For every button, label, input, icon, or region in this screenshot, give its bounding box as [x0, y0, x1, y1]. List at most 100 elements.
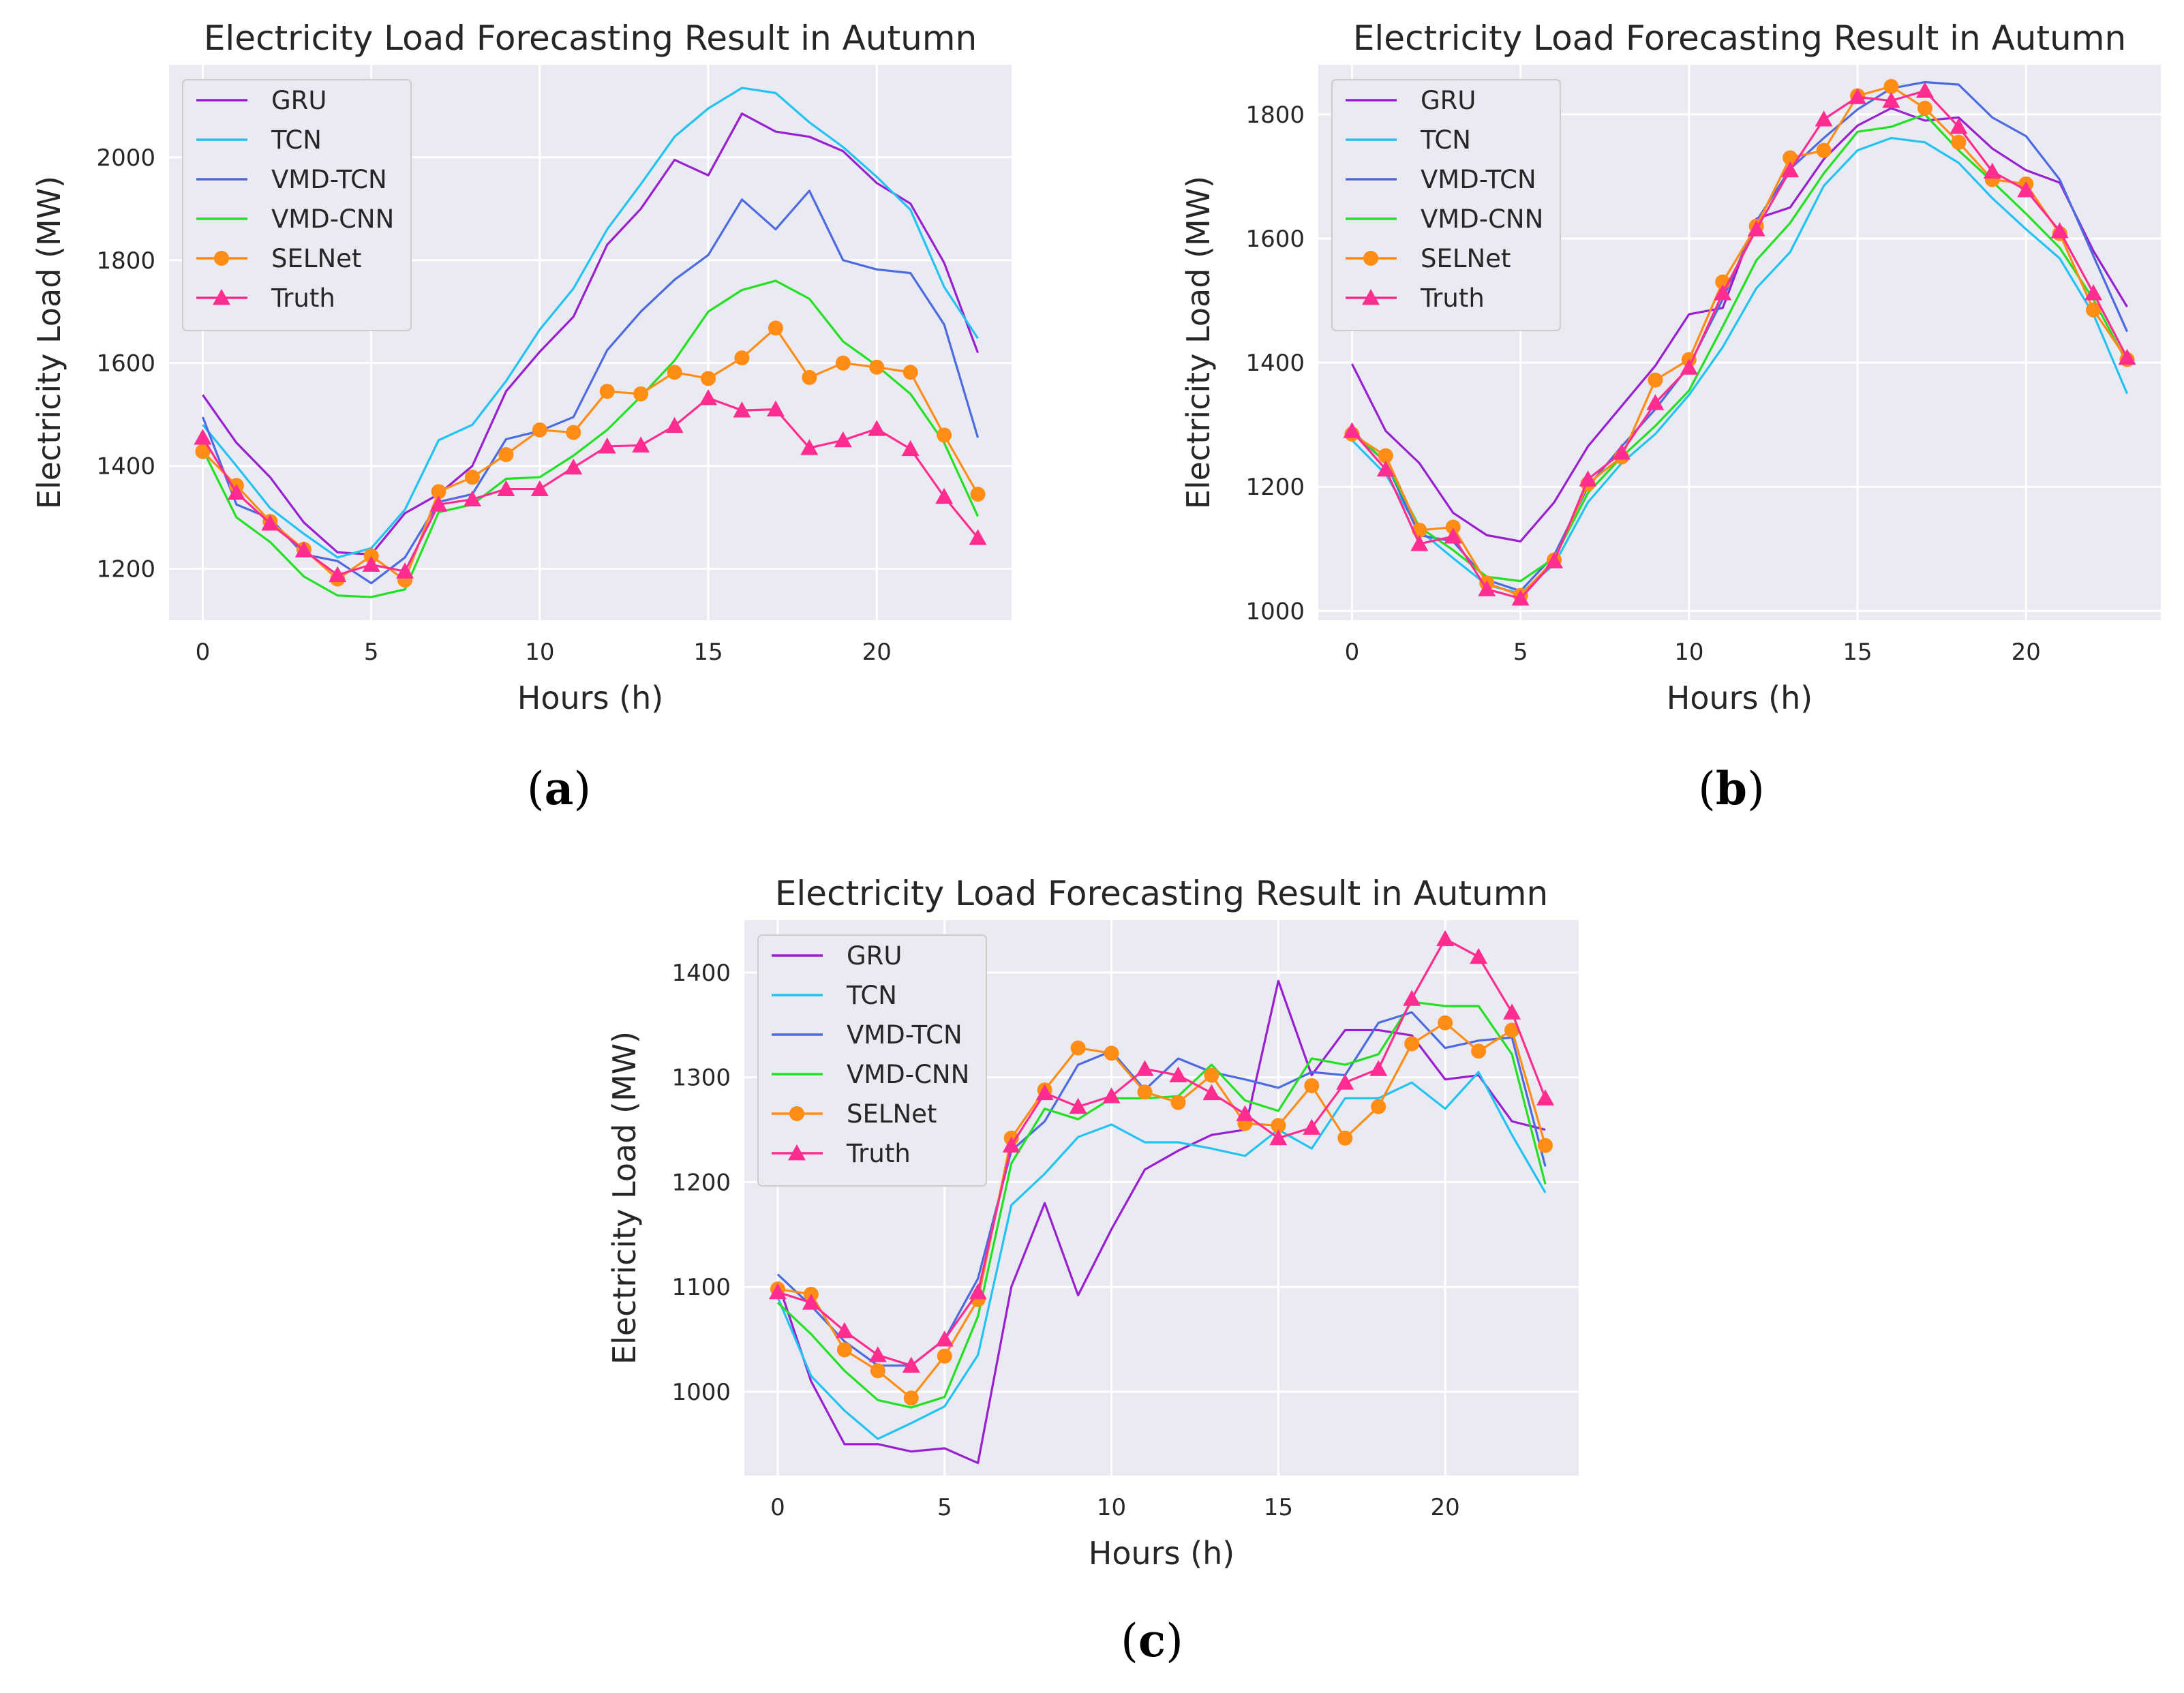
- chart-panel-a: 0 5 10 15 20 1200 1400 1600 1800 2000 Electricity …: [31, 18, 1012, 815]
- data-point-truth: [902, 1356, 920, 1373]
- data-point-selnet: [903, 365, 918, 380]
- legend: GRU TCN VMD-TCN VMD-CNN SELNet Truth: [757, 934, 987, 1187]
- x-tick-label: 10: [1097, 1494, 1126, 1521]
- data-point-selnet: [768, 320, 783, 336]
- data-point-truth: [261, 515, 279, 531]
- data-point-truth: [362, 555, 380, 572]
- legend: GRU TCN VMD-TCN VMD-CNN SELNet Truth: [1331, 79, 1561, 331]
- legend-label-truth: Truth: [1420, 284, 1485, 313]
- x-tick-label: 15: [1264, 1494, 1293, 1521]
- series-gru: [202, 112, 980, 556]
- legend-label-gru: GRU: [271, 86, 327, 115]
- data-point-selnet: [1951, 134, 1967, 150]
- legend-label-tcn: TCN: [846, 981, 897, 1010]
- data-point-selnet: [970, 487, 986, 502]
- x-axis-label: Hours (h): [517, 680, 663, 716]
- data-point-truth: [463, 490, 481, 507]
- data-point-truth: [1035, 1084, 1054, 1101]
- data-point-truth: [1915, 82, 1934, 98]
- y-tick-label: 1200: [96, 556, 155, 583]
- y-tick-label: 2000: [96, 144, 155, 172]
- legend-marker-selnet: [1363, 251, 1378, 266]
- chart-panel-b: 0 5 10 15 20 1000 1200 1400 1600 1800 Electricity …: [1180, 18, 2161, 815]
- x-tick-label: 0: [770, 1494, 785, 1521]
- series-line-vmd-tcn: [201, 189, 980, 585]
- data-point-truth: [2017, 181, 2035, 198]
- y-tick-label: 1600: [96, 350, 155, 378]
- series-vmd-cnn: [202, 279, 980, 598]
- x-tick-label: 5: [364, 639, 379, 666]
- y-tick-label: 1800: [1245, 102, 1305, 129]
- panel-label: (a): [527, 762, 591, 815]
- data-point-truth: [2084, 284, 2103, 301]
- legend-label-tcn: TCN: [271, 125, 322, 155]
- legend-label-gru: GRU: [1421, 86, 1476, 115]
- data-point-truth: [1781, 161, 1800, 178]
- data-point-selnet: [870, 1363, 885, 1379]
- series-line-tcn: [776, 1071, 1547, 1440]
- x-tick-label: 20: [862, 639, 892, 666]
- series-line-truth: [202, 397, 979, 577]
- data-point-truth: [194, 429, 212, 445]
- data-point-selnet: [1271, 1118, 1286, 1133]
- y-tick-label: 1100: [671, 1274, 731, 1301]
- data-point-truth: [800, 439, 819, 455]
- x-tick-label: 0: [1345, 639, 1360, 666]
- series-line-truth: [777, 938, 1547, 1367]
- series-vmd-tcn: [776, 1011, 1547, 1367]
- data-point-truth: [1343, 422, 1361, 438]
- y-axis-label: Electricity Load (MW): [1180, 176, 1217, 509]
- legend-marker-selnet: [789, 1106, 804, 1121]
- legend-label-vmd-cnn: VMD-CNN: [1421, 204, 1543, 234]
- data-point-truth: [969, 529, 987, 545]
- y-tick-label: 1200: [1245, 474, 1305, 501]
- legend-label-vmd-tcn: VMD-TCN: [847, 1020, 962, 1050]
- legend-box: [757, 934, 987, 1187]
- data-point-truth: [835, 1322, 853, 1339]
- series-truth: [1343, 82, 2136, 606]
- data-point-selnet: [1538, 1138, 1553, 1153]
- data-point-truth: [1102, 1087, 1121, 1103]
- data-point-truth: [329, 566, 347, 582]
- series-line-vmd-tcn: [776, 1011, 1547, 1367]
- legend-label-vmd-cnn: VMD-CNN: [271, 204, 394, 234]
- legend-marker-truth: [1362, 289, 1380, 305]
- data-point-truth: [1169, 1066, 1187, 1082]
- x-tick-label: 10: [525, 639, 554, 666]
- data-point-truth: [901, 440, 920, 457]
- data-point-truth: [1269, 1129, 1288, 1146]
- data-point-truth: [1303, 1118, 1321, 1135]
- x-tick-label: 0: [196, 639, 211, 666]
- chart-panel-c: 0 5 10 15 20 1000 1100 1200 1300 1400 Electricity …: [606, 874, 1579, 1667]
- data-point-truth: [2050, 222, 2069, 239]
- x-tick-label: 20: [1431, 1494, 1460, 1521]
- data-point-truth: [1403, 990, 1421, 1006]
- data-point-selnet: [1883, 78, 1899, 94]
- y-tick-label: 1300: [671, 1065, 731, 1092]
- data-point-truth: [1336, 1073, 1354, 1090]
- series-truth: [768, 930, 1555, 1373]
- data-point-truth: [1612, 444, 1631, 460]
- data-point-selnet: [1104, 1046, 1119, 1061]
- data-point-truth: [396, 562, 414, 579]
- x-tick-label: 15: [693, 639, 723, 666]
- data-point-selnet: [903, 1390, 919, 1406]
- data-point-truth: [1470, 947, 1488, 964]
- legend-label-selnet: SELNet: [271, 244, 361, 273]
- data-point-truth: [1503, 1003, 1521, 1020]
- data-point-selnet: [1438, 1015, 1453, 1031]
- data-point-selnet: [1204, 1067, 1219, 1083]
- x-axis-label: Hours (h): [1089, 1535, 1234, 1572]
- data-point-selnet: [869, 359, 885, 375]
- y-tick-label: 1800: [96, 247, 155, 275]
- data-point-truth: [1136, 1060, 1154, 1076]
- data-point-truth: [1444, 528, 1462, 544]
- data-point-truth: [1714, 284, 1732, 301]
- x-tick-label: 15: [1842, 639, 1872, 666]
- legend-label-truth: Truth: [846, 1139, 911, 1168]
- data-point-selnet: [667, 365, 682, 380]
- data-point-selnet: [1337, 1130, 1353, 1146]
- series-line-gru: [202, 112, 980, 556]
- data-point-truth: [227, 483, 245, 500]
- data-point-truth: [1376, 460, 1395, 477]
